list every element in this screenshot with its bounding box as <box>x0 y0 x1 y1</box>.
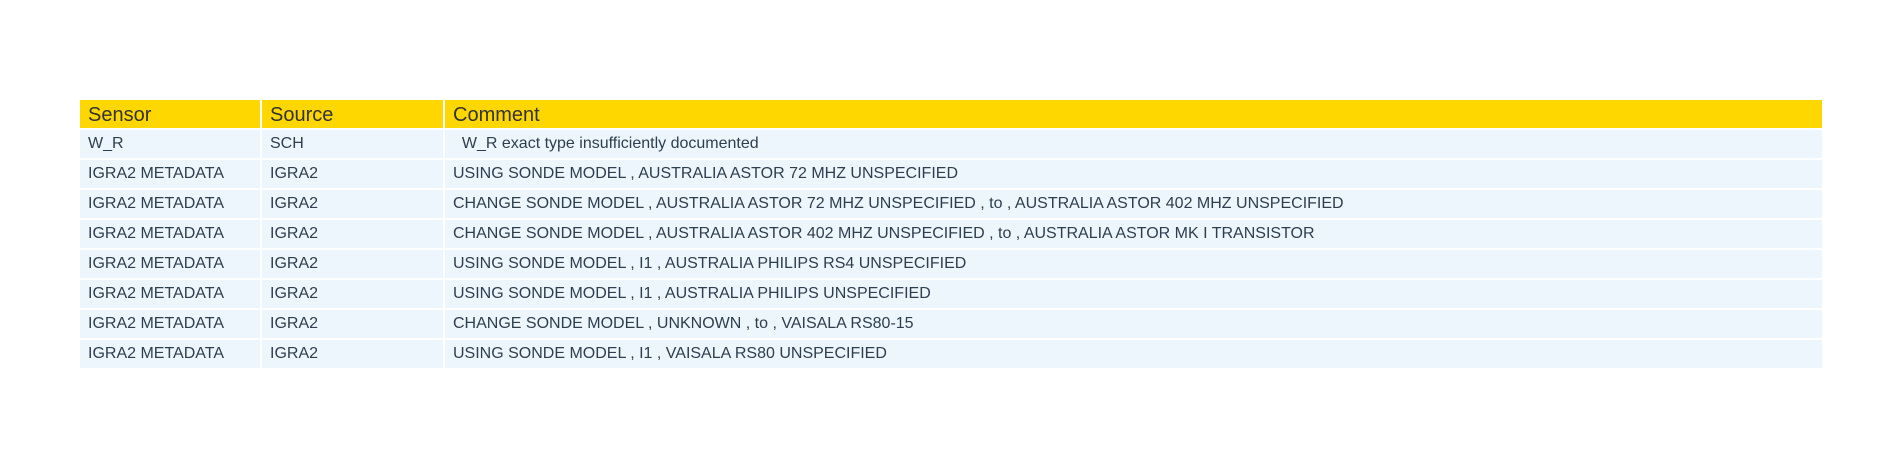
cell-comment: CHANGE SONDE MODEL , UNKNOWN , to , VAIS… <box>445 310 1822 338</box>
header-sensor: Sensor <box>80 100 262 128</box>
table-row: IGRA2 METADATA IGRA2 CHANGE SONDE MODEL , … <box>80 188 1822 218</box>
cell-comment: CHANGE SONDE MODEL , AUSTRALIA ASTOR 402… <box>445 220 1822 248</box>
table-header-row: Sensor Source Comment <box>80 100 1822 128</box>
cell-source: IGRA2 <box>262 190 445 218</box>
metadata-table: Sensor Source Comment W_R SCH W_R exact t… <box>80 100 1822 368</box>
cell-comment: W_R exact type insufficiently documented <box>445 130 1822 158</box>
cell-comment: USING SONDE MODEL , AUSTRALIA ASTOR 72 M… <box>445 160 1822 188</box>
cell-sensor: IGRA2 METADATA <box>80 250 262 278</box>
table-row: IGRA2 METADATA IGRA2 CHANGE SONDE MODEL , … <box>80 218 1822 248</box>
table-row: IGRA2 METADATA IGRA2 USING SONDE MODEL , I… <box>80 338 1822 368</box>
table-row: W_R SCH W_R exact type insufficiently doc… <box>80 128 1822 158</box>
header-comment: Comment <box>445 100 1822 128</box>
table-row: IGRA2 METADATA IGRA2 CHANGE SONDE MODEL , … <box>80 308 1822 338</box>
cell-source: SCH <box>262 130 445 158</box>
cell-source: IGRA2 <box>262 250 445 278</box>
cell-comment: USING SONDE MODEL , I1 , AUSTRALIA PHILI… <box>445 280 1822 308</box>
table-body: W_R SCH W_R exact type insufficiently doc… <box>80 128 1822 368</box>
cell-source: IGRA2 <box>262 220 445 248</box>
cell-source: IGRA2 <box>262 310 445 338</box>
table-row: IGRA2 METADATA IGRA2 USING SONDE MODEL , I… <box>80 248 1822 278</box>
cell-comment: USING SONDE MODEL , I1 , VAISALA RS80 UN… <box>445 340 1822 368</box>
cell-sensor: IGRA2 METADATA <box>80 220 262 248</box>
cell-sensor: IGRA2 METADATA <box>80 190 262 218</box>
table-row: IGRA2 METADATA IGRA2 USING SONDE MODEL , I… <box>80 278 1822 308</box>
cell-sensor: W_R <box>80 130 262 158</box>
table-row: IGRA2 METADATA IGRA2 USING SONDE MODEL , A… <box>80 158 1822 188</box>
cell-source: IGRA2 <box>262 280 445 308</box>
cell-comment: CHANGE SONDE MODEL , AUSTRALIA ASTOR 72 … <box>445 190 1822 218</box>
cell-source: IGRA2 <box>262 340 445 368</box>
cell-source: IGRA2 <box>262 160 445 188</box>
cell-sensor: IGRA2 METADATA <box>80 310 262 338</box>
cell-sensor: IGRA2 METADATA <box>80 340 262 368</box>
cell-comment: USING SONDE MODEL , I1 , AUSTRALIA PHILI… <box>445 250 1822 278</box>
cell-sensor: IGRA2 METADATA <box>80 160 262 188</box>
header-source: Source <box>262 100 445 128</box>
cell-sensor: IGRA2 METADATA <box>80 280 262 308</box>
